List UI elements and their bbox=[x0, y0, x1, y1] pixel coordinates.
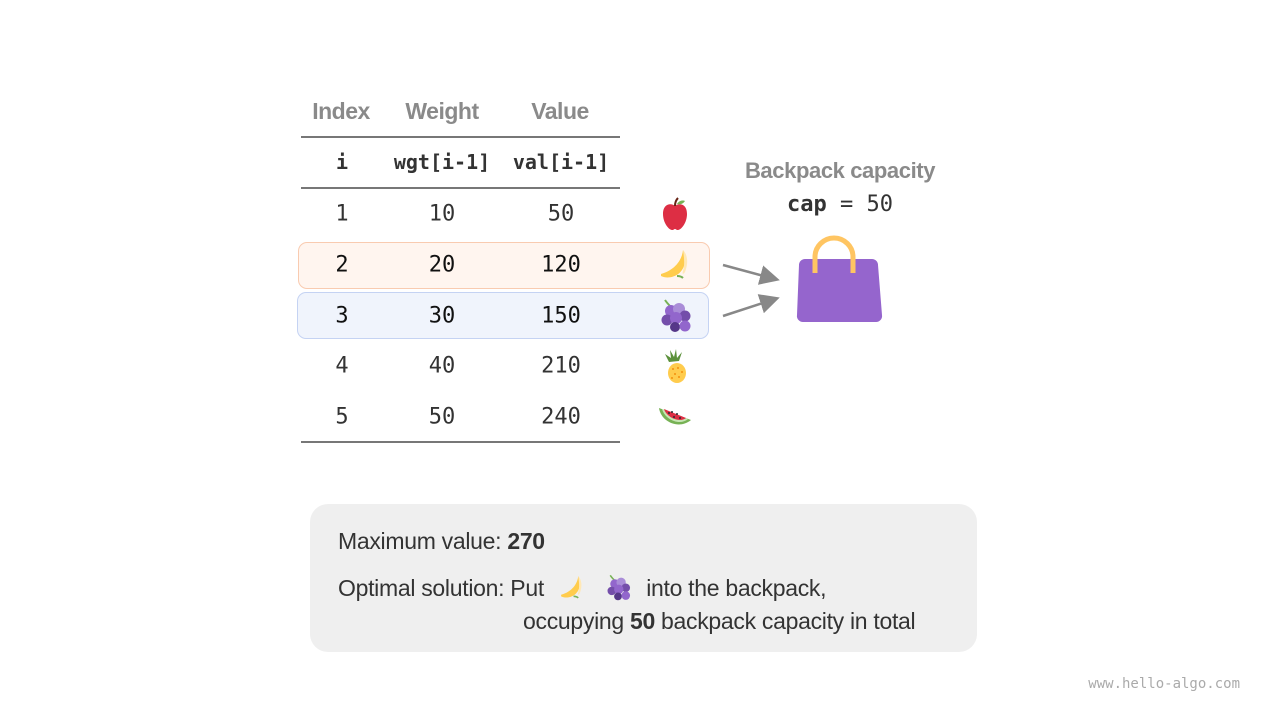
row-highlight-grapes bbox=[297, 292, 709, 339]
cell-value: 240 bbox=[541, 404, 581, 430]
subheader-val: val[i-1] bbox=[512, 150, 610, 174]
occupying-line: occupying 50 backpack capacity in total bbox=[523, 608, 916, 635]
max-value: 270 bbox=[507, 528, 545, 554]
max-value-label: Maximum value: bbox=[338, 528, 508, 554]
cell-index: 2 bbox=[335, 252, 349, 278]
arrow-grapes bbox=[722, 294, 780, 318]
cap-label: cap bbox=[787, 192, 827, 217]
result-panel: Maximum value: 270 Optimal solution: Put… bbox=[310, 504, 977, 652]
subheader-wgt: wgt[i-1] bbox=[393, 150, 491, 174]
pineapple-icon bbox=[657, 348, 693, 384]
cell-index: 5 bbox=[335, 404, 349, 430]
solution-prefix: Optimal solution: Put bbox=[338, 575, 544, 601]
cell-value: 120 bbox=[541, 252, 581, 278]
table-divider-top bbox=[301, 136, 620, 138]
grapes-icon bbox=[604, 573, 632, 601]
subheader-i: i bbox=[335, 150, 349, 174]
header-index: Index bbox=[312, 98, 370, 124]
capacity-title: Backpack capacity bbox=[744, 158, 936, 183]
header-weight: Weight bbox=[405, 98, 479, 124]
banana-icon bbox=[558, 573, 586, 601]
cell-weight: 50 bbox=[428, 404, 456, 430]
cell-value: 50 bbox=[547, 201, 575, 227]
cell-index: 4 bbox=[335, 353, 349, 379]
backpack-icon bbox=[796, 235, 883, 323]
cell-value: 150 bbox=[541, 303, 581, 329]
watermark: www.hello-algo.com bbox=[1088, 676, 1240, 692]
cell-index: 1 bbox=[335, 201, 349, 227]
capacity-value: cap = 50 bbox=[787, 192, 893, 217]
cell-weight: 10 bbox=[428, 201, 456, 227]
watermelon-icon bbox=[657, 398, 693, 434]
grapes-icon bbox=[657, 297, 693, 333]
cell-weight: 30 bbox=[428, 303, 456, 329]
table-divider-mid bbox=[301, 187, 620, 189]
banana-icon bbox=[657, 246, 693, 282]
apple-icon bbox=[657, 196, 693, 232]
max-value-line: Maximum value: 270 bbox=[338, 528, 545, 555]
table-divider-bottom bbox=[301, 441, 620, 443]
cell-value: 210 bbox=[541, 353, 581, 379]
cap-number: 50 bbox=[866, 192, 894, 217]
cell-index: 3 bbox=[335, 303, 349, 329]
header-value: Value bbox=[531, 98, 589, 124]
occupying-prefix: occupying bbox=[523, 608, 630, 634]
solution-suffix: into the backpack, bbox=[646, 575, 827, 601]
arrows bbox=[722, 263, 780, 318]
cap-equals: = bbox=[826, 192, 867, 217]
occupying-suffix: backpack capacity in total bbox=[654, 608, 916, 634]
cell-weight: 20 bbox=[428, 252, 456, 278]
occupied-capacity: 50 bbox=[629, 608, 655, 634]
solution-line: Optimal solution: Put into the backpack, bbox=[338, 573, 827, 602]
arrow-banana bbox=[722, 263, 780, 285]
row-highlight-banana bbox=[298, 242, 710, 289]
cell-weight: 40 bbox=[428, 353, 456, 379]
